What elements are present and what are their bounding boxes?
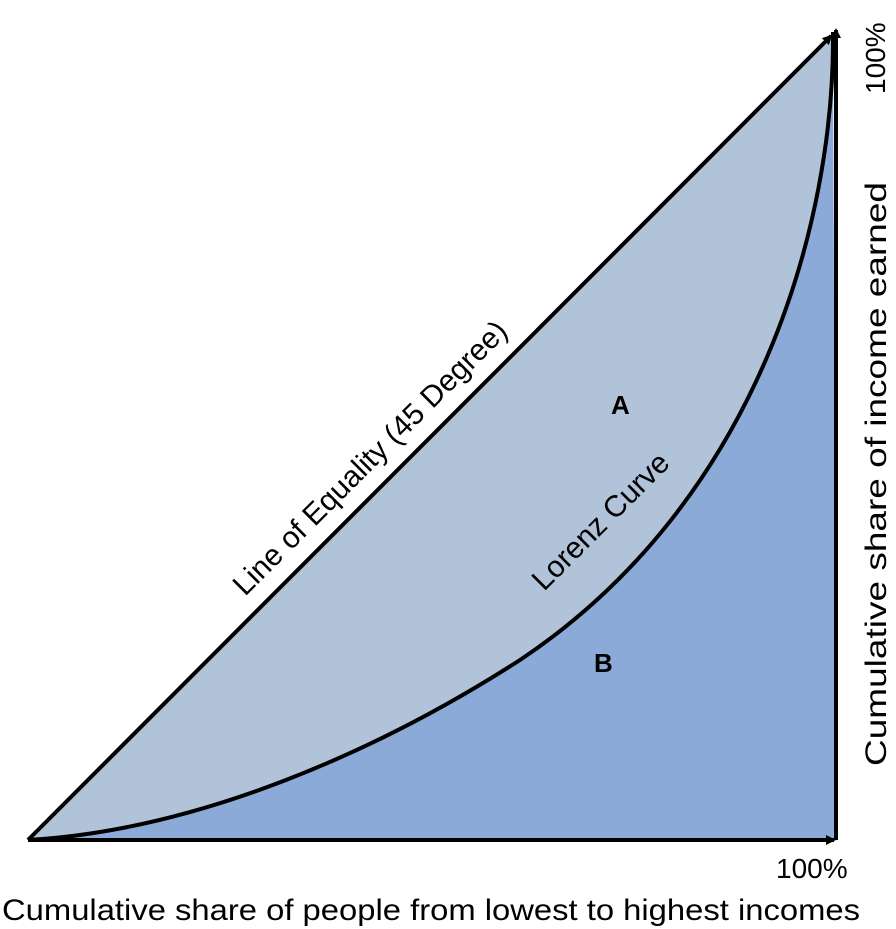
region-a-label: A — [611, 390, 630, 420]
region-b-area — [28, 32, 836, 840]
y-axis-title: Cumulative share of income earned — [860, 182, 893, 766]
lorenz-curve-line — [27, 31, 836, 842]
line-of-equality — [26, 34, 833, 842]
x-axis-title: Cumulative share of people from lowest t… — [2, 894, 860, 927]
x-axis-max-label: 100% — [776, 853, 848, 884]
region-b-label: B — [594, 648, 613, 678]
y-axis-max-label: 100% — [860, 22, 891, 94]
